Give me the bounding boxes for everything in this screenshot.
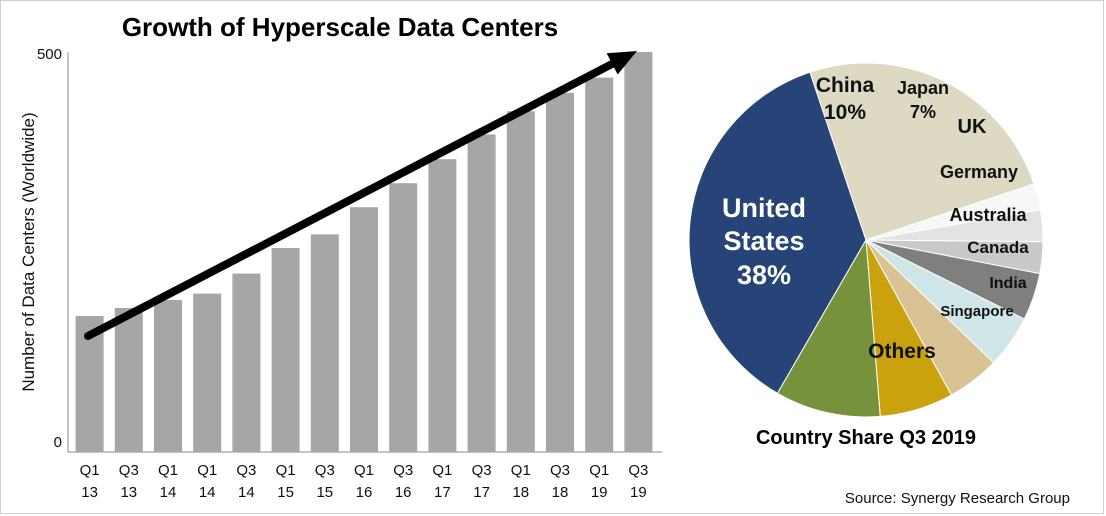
trend-arrow	[84, 51, 637, 340]
x-tick-label: Q3 14	[236, 462, 256, 501]
x-tick-label: Q1 18	[511, 462, 531, 501]
x-tick-label: Q3 18	[550, 462, 570, 501]
pie-label-others: Others	[868, 340, 936, 363]
x-tick-label: Q1 16	[354, 462, 374, 501]
pie-label-japan: Japan	[897, 78, 949, 98]
pie-chart: United States 38% Others Singapore India …	[688, 62, 1044, 449]
pie-pct-china: 10%	[824, 101, 866, 124]
bar-series	[75, 52, 653, 453]
pie-label-singapore: Singapore	[940, 303, 1013, 320]
y-tick-label-0: 0	[54, 434, 62, 451]
x-tick-labels: Q1 13 Q3 13 Q1 14 Q1 14 Q3 14 Q1 15 Q3 15 Q1 16 Q3 16 Q1 17…	[80, 462, 649, 501]
x-tick-label: Q3 19	[628, 462, 648, 501]
pie-label-australia: Australia	[949, 205, 1027, 225]
bar-q1-16	[350, 207, 378, 452]
bar-q1-14	[154, 300, 182, 452]
pie-slice-china	[776, 238, 881, 418]
x-tick-label: Q1 14	[158, 462, 178, 501]
bar-q1-15	[271, 248, 300, 452]
y-tick-label-500: 500	[37, 46, 62, 63]
x-tick-label: Q3 13	[119, 462, 139, 501]
bar-q3-18	[546, 92, 574, 453]
bar-q1-18	[506, 111, 535, 452]
bar-chart: Growth of Hyperscale Data Centers Number…	[19, 12, 662, 501]
bar-q1-17	[428, 159, 457, 452]
pie-label-china: China	[816, 74, 875, 97]
x-tick-label: Q1 19	[589, 462, 609, 501]
bar-q1-14	[193, 293, 222, 452]
source-note: Source: Synergy Research Group	[845, 490, 1070, 507]
pie-label-uk: UK	[958, 116, 987, 138]
bar-q3-15	[310, 234, 339, 452]
pie-slice-labels: United States 38% Others Singapore India …	[722, 74, 1029, 363]
pie-label-germany: Germany	[940, 162, 1018, 182]
x-tick-label: Q1 15	[276, 462, 296, 501]
pie-label-united-states: United States	[722, 193, 806, 256]
pie-pct-japan: 7%	[910, 102, 936, 122]
pie-slice-others	[809, 62, 1035, 241]
x-tick-label: Q3 17	[472, 462, 492, 501]
bar-chart-title: Growth of Hyperscale Data Centers	[122, 12, 558, 42]
x-tick-label: Q1 13	[80, 462, 100, 501]
pie-pct-united-states: 38%	[737, 260, 791, 290]
bar-q3-19	[624, 52, 653, 452]
pie-slices	[688, 62, 1044, 418]
x-tick-label: Q3 16	[393, 462, 413, 501]
pie-label-india: India	[989, 275, 1026, 292]
pie-slice-united-states	[688, 71, 867, 394]
pie-label-canada: Canada	[967, 238, 1029, 257]
x-tick-label: Q1 14	[197, 462, 217, 501]
bar-q3-17	[467, 134, 496, 452]
y-axis-label: Number of Data Centers (Worldwide)	[19, 112, 38, 391]
bar-q1-19	[585, 77, 614, 452]
trend-arrow-shaft	[84, 57, 622, 340]
trend-arrow-head	[606, 51, 637, 75]
pie-chart-title: Country Share Q3 2019	[756, 427, 976, 449]
bar-q3-13	[114, 308, 143, 452]
x-tick-label: Q1 17	[432, 462, 452, 501]
bar-q3-14	[232, 273, 261, 452]
x-tick-label: Q3 15	[315, 462, 335, 501]
bar-q3-16	[389, 183, 418, 452]
